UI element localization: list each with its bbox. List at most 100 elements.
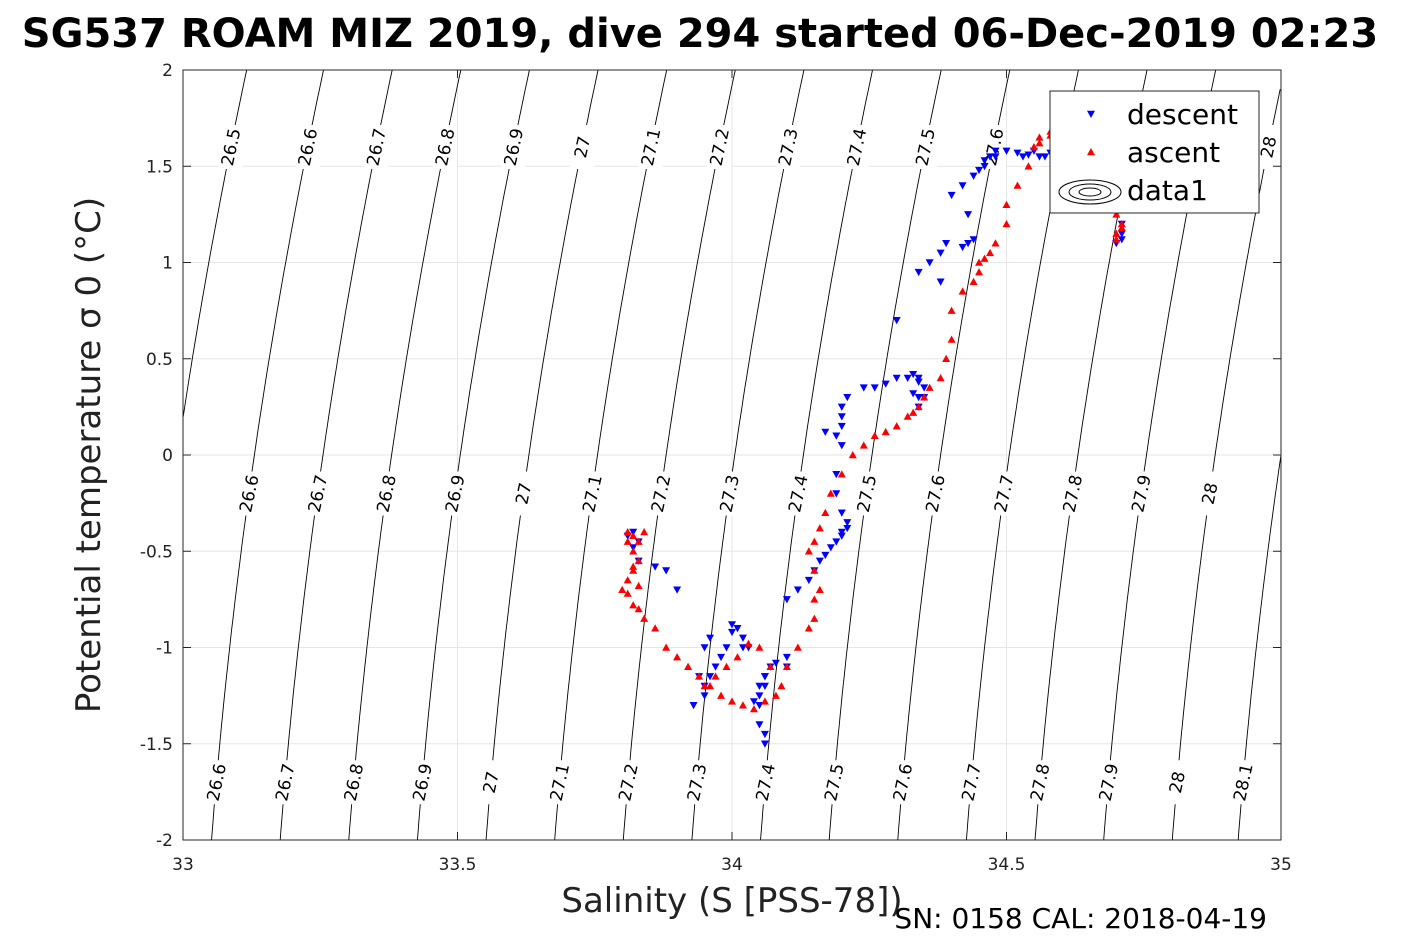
isopycnal-line — [897, 69, 1011, 841]
isopycnal-line — [485, 69, 599, 841]
ascent-point — [634, 556, 643, 565]
contour-label-bg — [218, 125, 243, 169]
x-tick-label: 34 — [721, 855, 743, 875]
descent-point — [837, 403, 846, 411]
descent-point — [689, 702, 698, 710]
contour-label: 27 — [512, 481, 536, 506]
descent-point — [843, 394, 852, 402]
isopycnal-line — [348, 69, 462, 841]
isopycnal-line — [416, 69, 530, 841]
x-tick-label: 33 — [172, 855, 194, 875]
y-tick-label: 0 — [162, 446, 173, 466]
contour-label-bg — [648, 471, 673, 516]
y-tick-label: 1 — [162, 254, 173, 274]
descent-point — [700, 692, 709, 700]
ascent-point — [695, 672, 704, 680]
descent-point — [837, 528, 846, 536]
isopycnal-line — [182, 69, 248, 417]
ascent-point — [859, 441, 868, 449]
ascent-point — [651, 624, 660, 632]
ascent-point — [1112, 229, 1121, 237]
descent-point — [793, 586, 802, 594]
ascent-point — [717, 691, 726, 699]
ascent-point — [804, 624, 813, 632]
descent-point — [1018, 153, 1027, 161]
contour-label-bg — [785, 471, 810, 516]
descent-point — [728, 621, 736, 629]
ascent-point — [640, 528, 649, 536]
descent-point — [958, 243, 967, 252]
legend-descent-label: descent — [1127, 98, 1238, 131]
y-tick-label: -2 — [156, 831, 173, 851]
contour-label-bg — [305, 471, 330, 516]
legend-ascent-label: ascent — [1127, 136, 1220, 169]
descent-point — [903, 374, 912, 382]
chart-title: SG537 ROAM MIZ 2019, dive 294 started 06… — [22, 11, 1378, 57]
ascent-point — [925, 383, 934, 391]
descent-point — [837, 413, 846, 421]
descent-point — [821, 551, 830, 560]
ascent-point — [733, 653, 742, 661]
descent-point — [859, 384, 868, 392]
y-tick-label: -0.5 — [140, 542, 173, 562]
ascent-point — [848, 451, 857, 459]
ascent-point — [1035, 133, 1044, 141]
isopycnal-line — [1171, 89, 1281, 841]
ascent-point — [947, 306, 956, 314]
descent-point — [1117, 230, 1126, 238]
descent-point — [837, 422, 846, 431]
descent-point — [706, 673, 715, 681]
ascent-point — [634, 581, 643, 590]
descent-point — [909, 390, 918, 398]
descent-point — [1002, 147, 1011, 155]
ascent-point — [969, 277, 978, 285]
contour-label-bg — [204, 760, 229, 805]
isopycnal-line — [760, 69, 873, 841]
contour-label-bg — [775, 125, 800, 169]
descent-point — [837, 532, 846, 540]
contour-label-bg — [272, 760, 297, 805]
ascent-point — [810, 595, 819, 603]
ascent-point — [1112, 210, 1121, 218]
y-tick-label: 0.5 — [146, 350, 173, 370]
descent-point — [980, 157, 989, 165]
contour-label-bg — [959, 760, 984, 805]
ascent-point — [920, 393, 929, 401]
ascent-point — [755, 643, 764, 651]
ascent-point — [936, 374, 945, 382]
descent-point — [673, 586, 682, 594]
descent-point — [722, 644, 731, 652]
descent-point — [843, 519, 852, 527]
legend-descent-marker — [1087, 110, 1095, 118]
descent-point — [892, 374, 901, 382]
contour-label-bg — [236, 471, 261, 516]
descent-point — [986, 153, 995, 161]
x-tick-label: 34.5 — [988, 855, 1026, 875]
contour-label-bg — [1197, 471, 1222, 516]
ascent-point — [760, 697, 769, 705]
contour-label-bg — [923, 471, 948, 516]
ascent-point — [700, 682, 709, 690]
contour-label-bg — [432, 125, 457, 169]
ascent-point — [629, 566, 638, 574]
contour-label-bg — [410, 760, 435, 805]
legend-contour-icon — [1058, 179, 1122, 205]
descent-point — [755, 692, 764, 700]
descent-point — [925, 259, 934, 267]
descent-point — [760, 673, 769, 681]
isopycnal-line — [691, 69, 805, 841]
descent-point — [760, 682, 769, 690]
ascent-point — [947, 335, 956, 343]
descent-point — [832, 538, 841, 546]
contour-label-bg — [707, 125, 732, 169]
ascent-point — [738, 701, 747, 709]
contour-label-bg — [616, 760, 641, 805]
contour-label-bg — [442, 471, 467, 516]
ascent-point — [837, 470, 846, 478]
ascent-point — [903, 412, 912, 420]
contour-label-bg — [821, 760, 846, 805]
ascent-point — [749, 705, 758, 713]
ascent-point — [958, 287, 967, 295]
descent-point — [832, 490, 841, 498]
